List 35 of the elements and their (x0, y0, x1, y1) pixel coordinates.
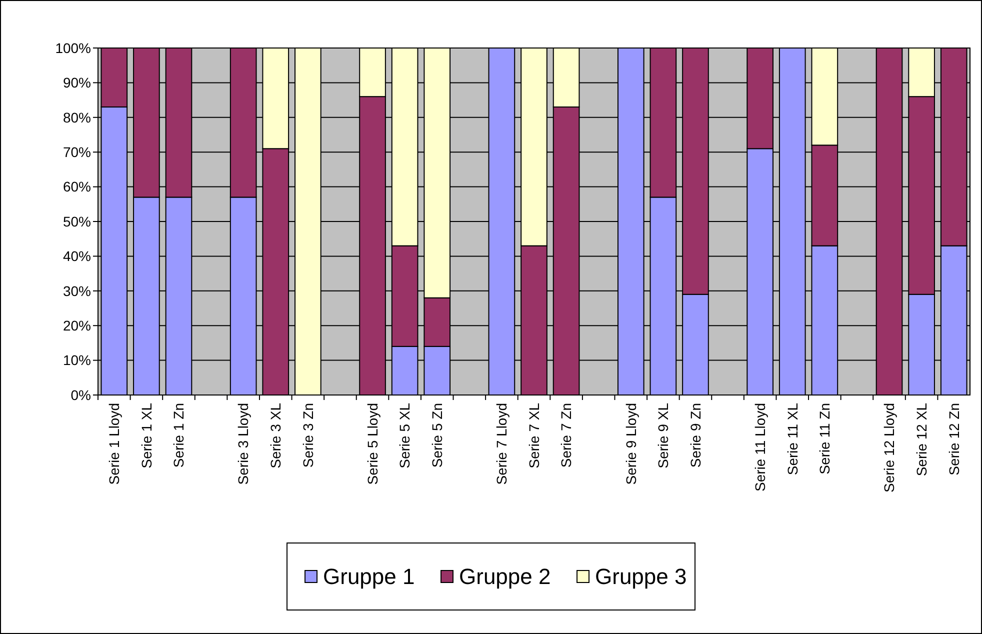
y-tick-label: 80% (62, 109, 91, 126)
y-tick-label: 90% (62, 74, 91, 91)
x-tick-label: Serie 9 Zn (687, 403, 704, 468)
x-tick-label: Serie 12 XL (913, 402, 930, 476)
x-tick-label: Serie 5 Lloyd (364, 403, 380, 485)
x-tick-label: Serie 7 Lloyd (494, 403, 510, 485)
x-tick-label: Serie 7 Zn (558, 403, 574, 468)
y-tick-label: 0% (70, 386, 91, 403)
y-tick-label: 20% (62, 318, 91, 334)
x-tick-label: Serie 11 Zn (816, 403, 833, 474)
x-tick-label: Serie 3 XL (268, 402, 284, 468)
legend-label: Gruppe 1 (323, 564, 415, 590)
x-tick-label: Serie 7 XL (526, 402, 542, 468)
x-tick-label: Serie 1 Lloyd (106, 403, 122, 485)
x-tick-label: Serie 11 Lloyd (752, 403, 768, 492)
x-tick-label: Serie 12 Zn (946, 403, 962, 476)
x-tick-label: Serie 5 XL (396, 402, 413, 468)
y-tick-label: 10% (62, 352, 91, 368)
x-tick-label: Serie 3 Zn (300, 403, 316, 468)
x-tick-label: Serie 9 XL (655, 402, 672, 468)
y-tick-label: 50% (62, 213, 91, 230)
y-tick-label: 40% (62, 248, 91, 264)
x-tick-label: Serie 1 Zn (170, 403, 187, 468)
legend-label: Gruppe 3 (595, 564, 687, 590)
x-tick-label: Serie 11 XL (784, 402, 800, 476)
y-tick-label: 100% (55, 40, 91, 56)
x-tick-label: Serie 1 XL (138, 402, 154, 468)
x-tick-label: Serie 9 Lloyd (622, 403, 639, 485)
x-tick-label: Serie 12 Lloyd (881, 403, 898, 493)
y-tick-label: 30% (62, 282, 91, 299)
x-tick-label: Serie 3 Lloyd (235, 403, 252, 485)
y-tick-label: 70% (62, 144, 91, 160)
x-tick-label: Serie 5 Zn (429, 403, 446, 468)
y-tick-label: 60% (62, 178, 91, 195)
legend-label: Gruppe 2 (459, 564, 551, 590)
